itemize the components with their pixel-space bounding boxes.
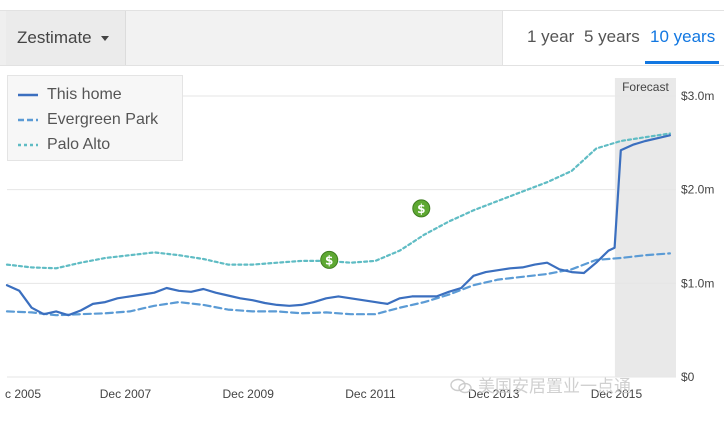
sale-marker-label: $	[325, 253, 333, 267]
metric-dropdown-label: Zestimate	[17, 28, 92, 47]
metric-dropdown[interactable]: Zestimate	[6, 11, 126, 65]
x-tick-label: Dec 2007	[100, 387, 152, 401]
series-line-this-home	[5, 134, 672, 317]
legend-label: This home	[47, 86, 122, 103]
y-tick-label: $0	[681, 370, 695, 384]
x-tick-label: Dec 2009	[223, 387, 275, 401]
x-tick-label: Dec 2011	[345, 387, 396, 401]
forecast-band	[614, 78, 676, 377]
legend-swatch-dashed	[18, 118, 38, 122]
forecast-label: Forecast	[622, 80, 669, 94]
watermark-text: 美国安居置业一点通	[478, 377, 631, 397]
wechat-icon	[450, 378, 472, 394]
sale-marker-icon[interactable]	[320, 250, 339, 269]
legend-swatch-solid	[18, 93, 38, 97]
y-tick-label: $2.0m	[681, 183, 714, 197]
time-range-tabs: 1 year 5 years 10 years	[502, 11, 724, 65]
chart-legend: This home Evergreen Park Palo Alto	[7, 75, 183, 161]
y-tick-label: $3.0m	[681, 89, 714, 103]
y-tick-label: $1.0m	[681, 276, 714, 290]
legend-label: Evergreen Park	[47, 111, 159, 128]
legend-swatch-dotted	[18, 143, 38, 147]
tab-10-years[interactable]: 10 years	[650, 27, 716, 46]
chart-toolbar: Zestimate 1 year 5 years 10 years	[0, 10, 724, 66]
legend-item-evergreen-park[interactable]: Evergreen Park	[18, 110, 158, 130]
series-line-palo-alto	[5, 132, 672, 270]
x-tick-label: Dec 2013	[468, 387, 520, 401]
tab-5-years[interactable]: 5 years	[584, 27, 640, 46]
x-tick-label: c 2005	[5, 387, 41, 401]
sale-marker-label: $	[417, 202, 425, 216]
sale-marker-icon[interactable]	[412, 199, 431, 218]
chevron-down-icon	[100, 35, 109, 41]
toolbar-spacer	[126, 11, 502, 65]
active-tab-indicator	[645, 61, 719, 64]
x-tick-label: Dec 2015	[591, 387, 643, 401]
watermark: 美国安居置业一点通	[450, 372, 631, 397]
series-line-evergreen-park	[5, 252, 672, 317]
legend-item-this-home[interactable]: This home	[18, 85, 122, 105]
legend-item-palo-alto[interactable]: Palo Alto	[18, 135, 110, 155]
legend-label: Palo Alto	[47, 136, 111, 153]
tab-1-year[interactable]: 1 year	[527, 27, 575, 46]
